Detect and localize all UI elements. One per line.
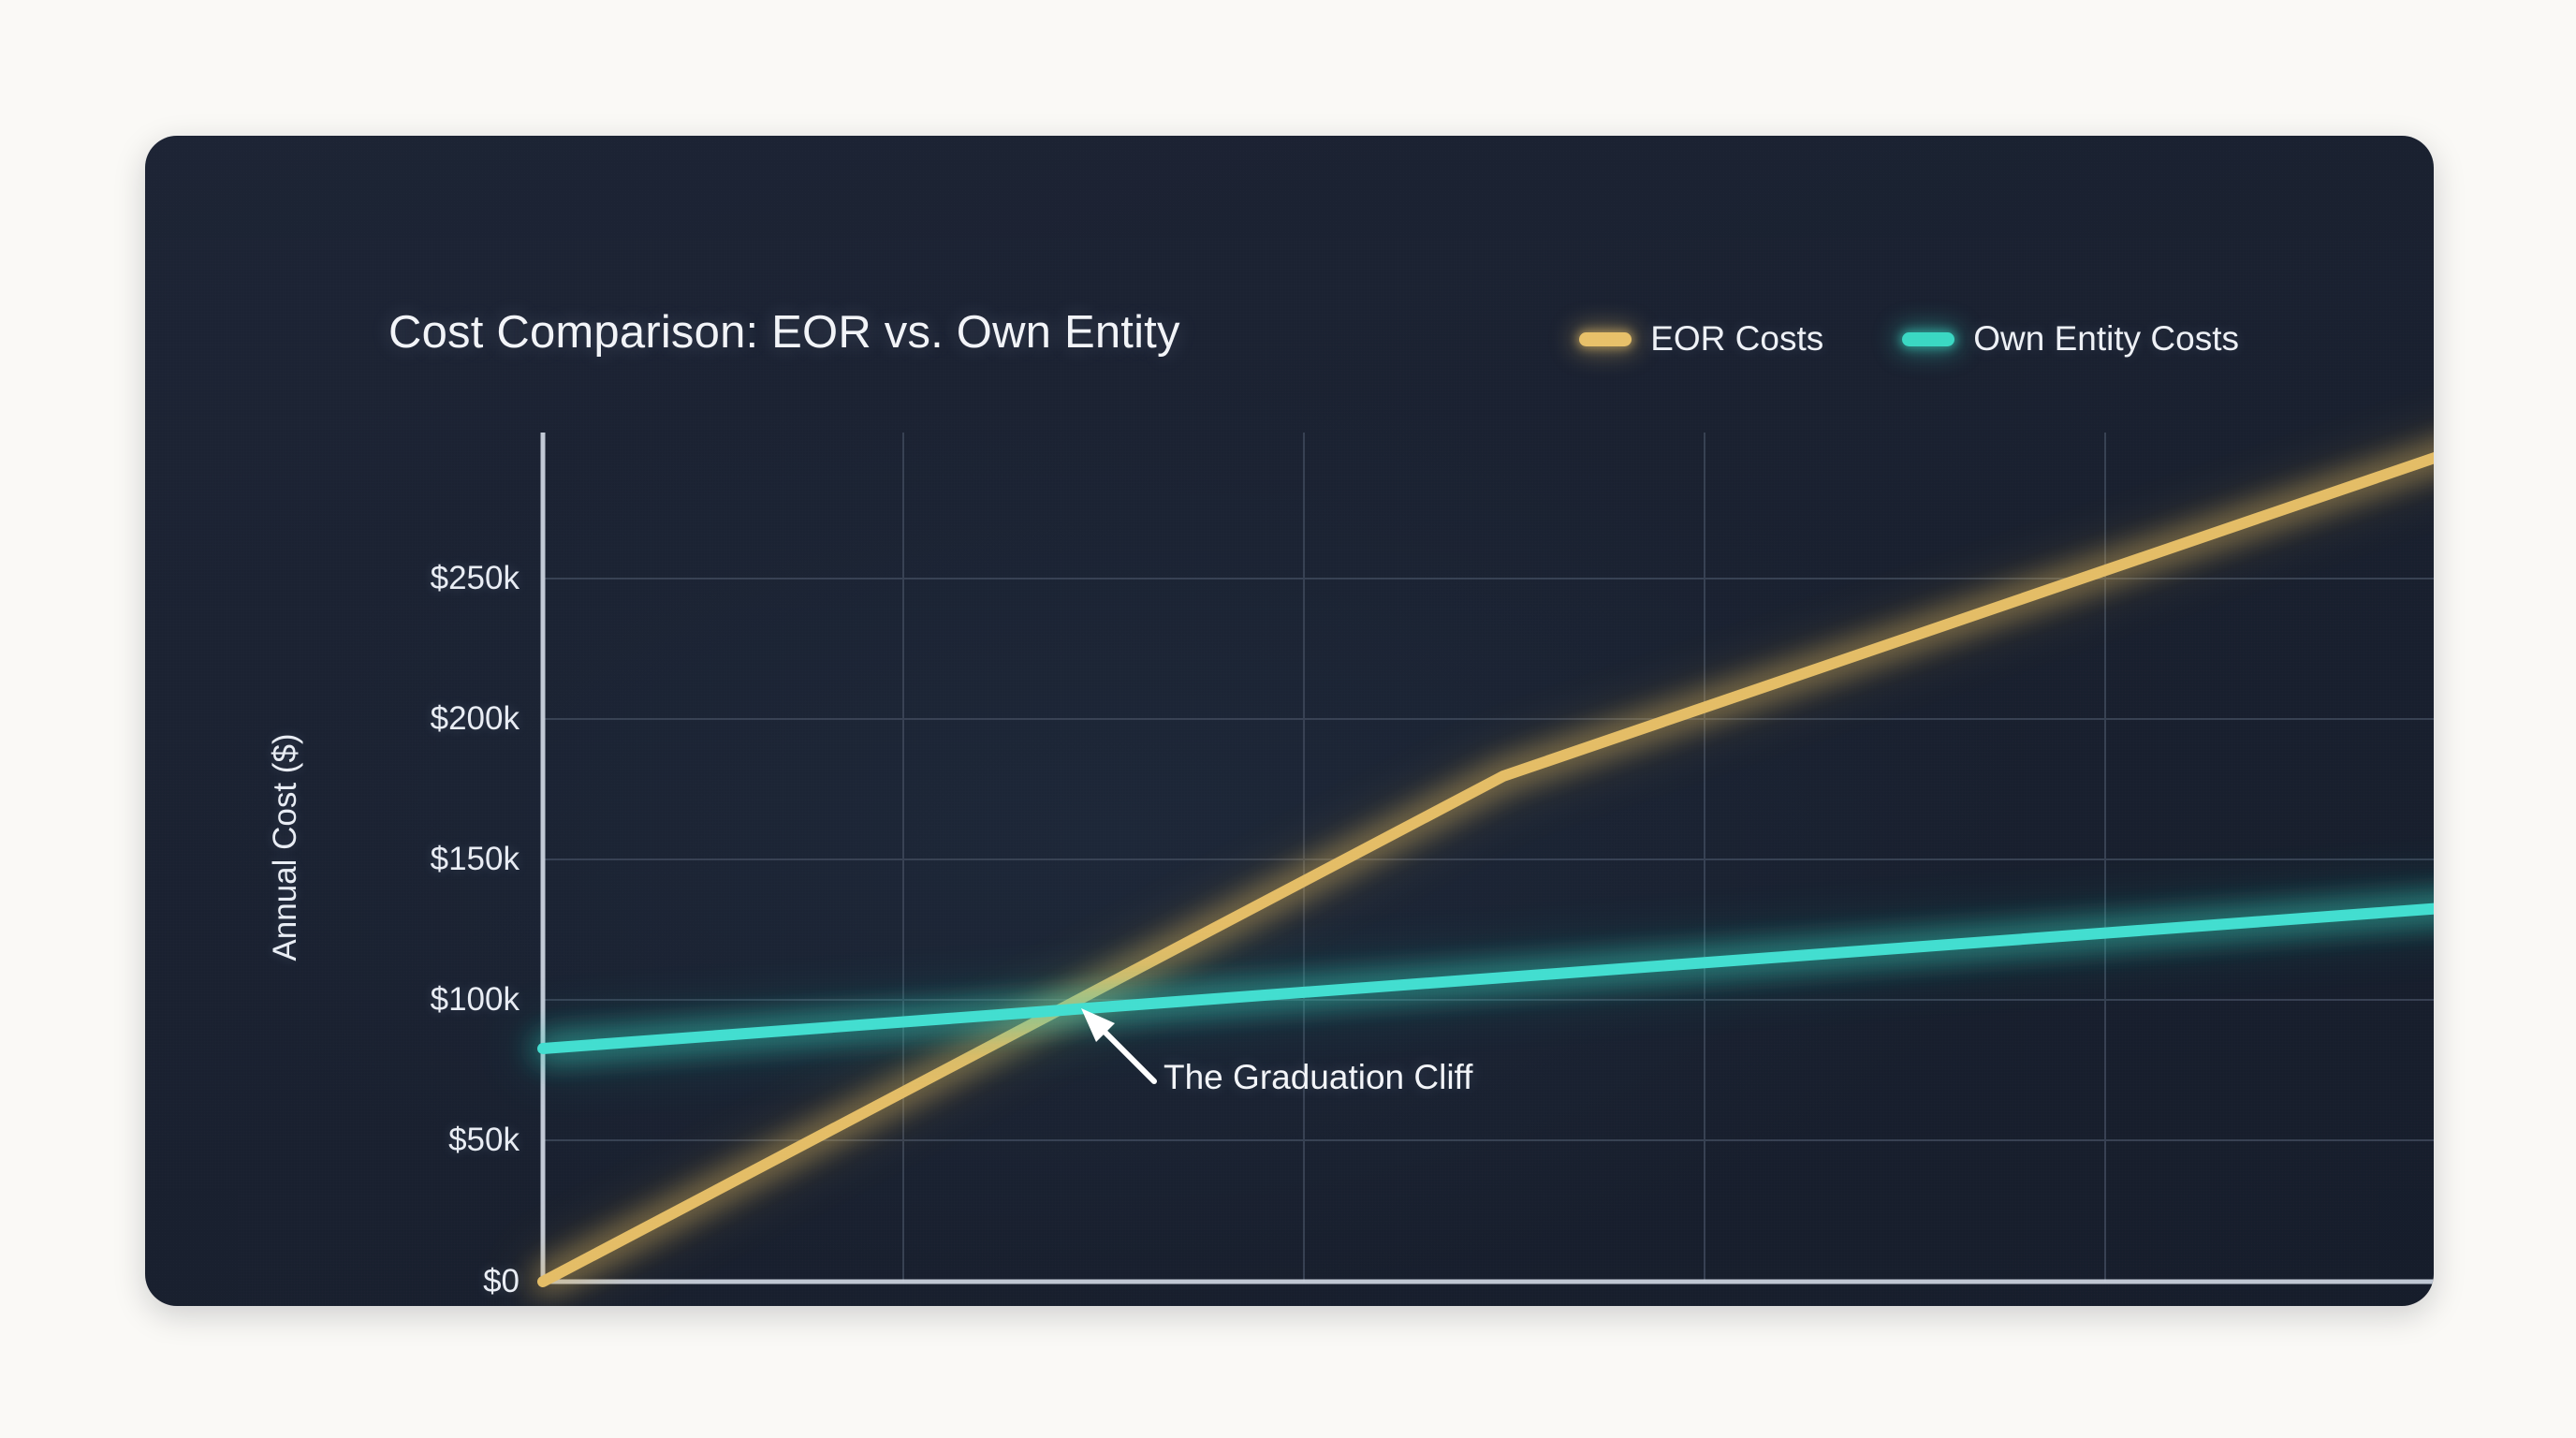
gridlines bbox=[542, 433, 2434, 1282]
y-tick-label-250k: $250k bbox=[430, 560, 520, 596]
y-tick-label-50k: $50k bbox=[448, 1122, 520, 1158]
y-tick-label-200k: $200k bbox=[430, 700, 520, 737]
annotation-arrow-shaft bbox=[1090, 1017, 1157, 1084]
y-tick-label-0: $0 bbox=[483, 1263, 520, 1299]
series-own-entity-glow bbox=[536, 902, 2434, 1055]
annotation-arrow-head bbox=[1081, 1008, 1115, 1042]
legend-item-eor-costs[interactable]: EOR Costs bbox=[1579, 319, 1823, 359]
series-eor-costs bbox=[529, 443, 2434, 1296]
series-eor-line bbox=[537, 451, 2434, 1287]
legend-label-eor: EOR Costs bbox=[1650, 319, 1824, 358]
legend-label-own-entity: Own Entity Costs bbox=[1973, 319, 2239, 358]
series-eor-glow bbox=[536, 450, 2434, 1288]
axis-spines bbox=[540, 433, 2434, 1284]
series-own-entity-costs bbox=[527, 892, 2434, 1064]
series-own-entity-line bbox=[537, 902, 2434, 1054]
chart-title: Cost Comparison: EOR vs. Own Entity bbox=[388, 307, 1180, 358]
series-eor-halo bbox=[529, 443, 2434, 1296]
chart-legend: EOR Costs Own Entity Costs bbox=[1579, 319, 2239, 359]
y-axis-title: Annual Cost ($) bbox=[267, 733, 303, 961]
series-own-entity-halo bbox=[527, 892, 2434, 1064]
legend-swatch-icon-eor bbox=[1579, 331, 1632, 346]
chart-card: Cost Comparison: EOR vs. Own Entity EOR … bbox=[145, 136, 2434, 1306]
legend-swatch-icon-own-entity bbox=[1902, 331, 1955, 346]
annotation-arrow bbox=[1081, 1008, 1157, 1084]
y-tick-label-100k: $100k bbox=[430, 981, 520, 1018]
legend-item-own-entity-costs[interactable]: Own Entity Costs bbox=[1902, 319, 2239, 359]
annotation-graduation-cliff: The Graduation Cliff bbox=[1164, 1058, 1473, 1096]
y-tick-label-150k: $150k bbox=[430, 841, 520, 877]
